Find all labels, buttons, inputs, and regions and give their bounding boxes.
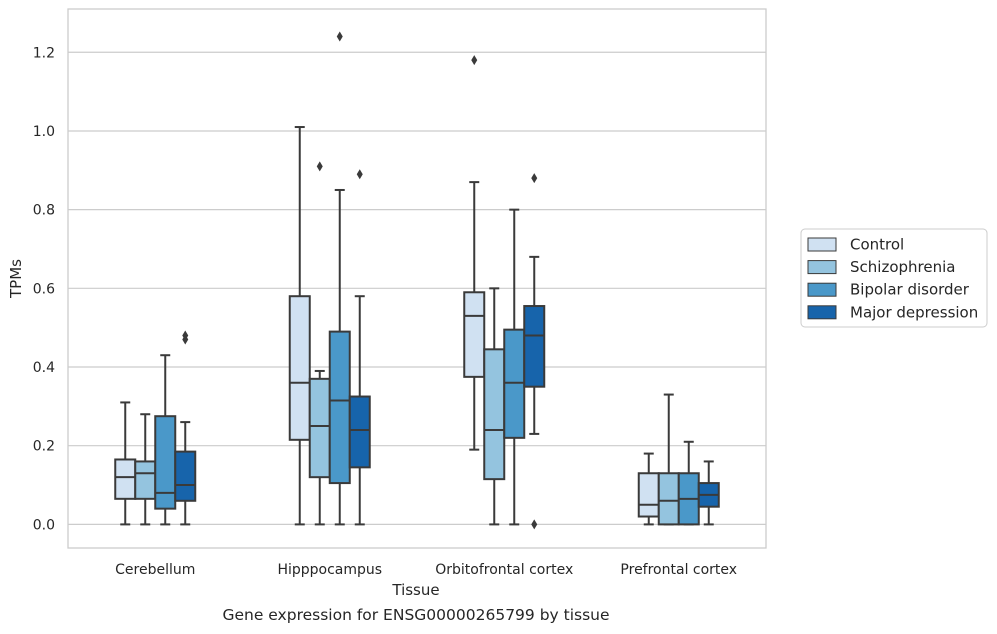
box-body bbox=[523, 305, 546, 388]
y-tick-label: 0.8 bbox=[33, 203, 55, 219]
y-tick-labels: 0.0 0.2 0.4 0.6 0.8 1.0 1.2 bbox=[33, 45, 55, 533]
outlier-point bbox=[316, 161, 323, 172]
box bbox=[697, 460, 720, 526]
series-schizophrenia bbox=[134, 161, 680, 526]
box bbox=[657, 393, 680, 526]
x-axis-title: Tissue bbox=[391, 581, 439, 599]
legend-label: Bipolar disorder bbox=[850, 281, 970, 299]
outlier-point bbox=[182, 330, 189, 341]
series-major-depression bbox=[174, 169, 720, 530]
box bbox=[328, 31, 351, 526]
outlier-point bbox=[471, 55, 478, 66]
outlier-point bbox=[531, 519, 538, 530]
y-tick-label: 1.0 bbox=[33, 124, 55, 140]
box bbox=[308, 161, 331, 526]
box bbox=[637, 452, 660, 526]
box-body bbox=[174, 450, 197, 502]
box-body bbox=[348, 395, 371, 469]
x-tick-label: Cerebellum bbox=[115, 562, 195, 578]
outlier-point bbox=[336, 31, 343, 42]
box-body bbox=[463, 291, 486, 378]
box bbox=[463, 55, 486, 451]
x-tick-labels: Cerebellum Hipppocampus Orbitofrontal cort… bbox=[115, 562, 737, 578]
y-tick-label: 0.2 bbox=[33, 439, 55, 455]
series-bipolar-disorder bbox=[154, 31, 700, 526]
box bbox=[503, 208, 526, 526]
outlier-point bbox=[356, 169, 363, 180]
box-body bbox=[328, 330, 351, 485]
legend: Control Schizophrenia Bipolar disorder Majo… bbox=[800, 228, 988, 328]
box bbox=[154, 354, 177, 526]
legend-swatch bbox=[807, 282, 837, 297]
box bbox=[114, 401, 137, 526]
box-body bbox=[637, 472, 660, 518]
box-body bbox=[483, 348, 506, 481]
legend-swatch bbox=[807, 305, 837, 320]
y-tick-label: 0.0 bbox=[33, 517, 55, 533]
legend-label: Schizophrenia bbox=[850, 258, 955, 276]
box-groups bbox=[114, 31, 720, 530]
x-tick-label: Orbitofrontal cortex bbox=[435, 562, 573, 578]
box-body bbox=[114, 458, 137, 500]
box-body bbox=[288, 295, 311, 441]
y-tick-label: 0.4 bbox=[33, 360, 55, 376]
box-body bbox=[154, 415, 177, 510]
y-axis-title: TPMs bbox=[7, 259, 25, 299]
box bbox=[677, 440, 700, 526]
box bbox=[523, 173, 546, 530]
box-body bbox=[308, 377, 331, 479]
x-tick-label: Hipppocampus bbox=[277, 562, 382, 578]
box bbox=[288, 126, 311, 526]
legend-frame bbox=[800, 228, 988, 328]
box-body bbox=[134, 460, 157, 500]
series-control bbox=[114, 55, 660, 526]
y-tick-label: 0.6 bbox=[33, 281, 55, 297]
outlier-point bbox=[531, 173, 538, 184]
figure-caption: Gene expression for ENSG00000265799 by t… bbox=[222, 606, 610, 624]
box-body bbox=[657, 472, 680, 526]
y-tick-label: 1.2 bbox=[33, 45, 55, 61]
plot-area-frame bbox=[67, 8, 767, 549]
legend-label: Major depression bbox=[850, 303, 978, 321]
legend-swatch bbox=[807, 260, 837, 275]
box bbox=[483, 287, 506, 526]
box bbox=[174, 330, 197, 526]
legend-label: Control bbox=[850, 236, 904, 254]
x-tick-label: Prefrontal cortex bbox=[620, 562, 737, 578]
box bbox=[134, 413, 157, 526]
legend-swatch bbox=[807, 237, 837, 252]
box bbox=[348, 169, 371, 526]
